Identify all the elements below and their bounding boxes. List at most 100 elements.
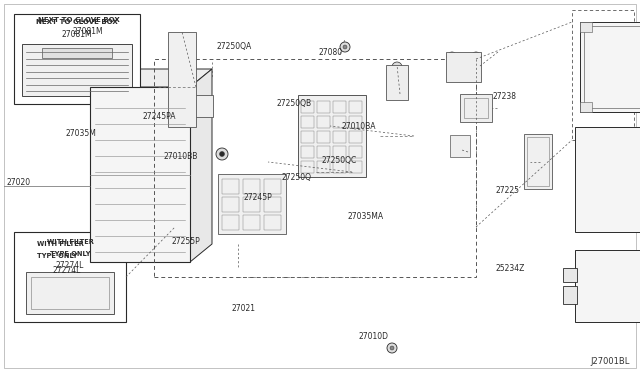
Bar: [575, 250, 640, 322]
Text: 27010D: 27010D: [358, 332, 388, 341]
Bar: [333, 131, 346, 143]
Bar: [243, 215, 260, 230]
Text: 27010BB: 27010BB: [163, 152, 198, 161]
Bar: [460, 94, 492, 122]
Text: 27080: 27080: [318, 48, 342, 57]
Bar: [524, 134, 552, 189]
Bar: [446, 52, 481, 82]
Circle shape: [390, 346, 394, 350]
Text: 27035M: 27035M: [66, 129, 97, 138]
Circle shape: [340, 42, 350, 52]
Bar: [527, 137, 549, 186]
Bar: [243, 197, 260, 212]
Text: 27225: 27225: [496, 186, 520, 195]
Bar: [584, 26, 640, 108]
Text: 27250QB: 27250QB: [276, 99, 312, 108]
Bar: [317, 146, 330, 158]
Text: 27250QC: 27250QC: [322, 156, 357, 165]
Bar: [31, 277, 109, 309]
Polygon shape: [190, 69, 212, 262]
Text: WITH FILTER: WITH FILTER: [47, 239, 93, 245]
Bar: [333, 116, 346, 128]
Bar: [298, 95, 366, 177]
Text: 25234Z: 25234Z: [496, 264, 525, 273]
Bar: [333, 146, 346, 158]
Circle shape: [623, 170, 640, 189]
Bar: [317, 131, 330, 143]
Bar: [349, 116, 362, 128]
Bar: [14, 232, 126, 322]
Bar: [90, 87, 190, 262]
Text: 27250Q: 27250Q: [282, 173, 312, 182]
Bar: [301, 146, 314, 158]
Bar: [349, 146, 362, 158]
Text: J27001BL: J27001BL: [591, 357, 630, 366]
Bar: [349, 161, 362, 173]
Text: 27250QA: 27250QA: [216, 42, 252, 51]
Bar: [14, 14, 140, 104]
Bar: [563, 286, 577, 304]
Bar: [563, 268, 577, 282]
Bar: [22, 44, 132, 96]
Ellipse shape: [582, 256, 640, 316]
Bar: [575, 127, 640, 232]
Bar: [580, 102, 592, 112]
Bar: [301, 101, 314, 113]
Ellipse shape: [580, 132, 640, 227]
Bar: [317, 116, 330, 128]
Bar: [222, 179, 239, 194]
Text: 27020: 27020: [6, 178, 31, 187]
Ellipse shape: [590, 30, 640, 104]
Text: 27081M: 27081M: [72, 27, 103, 36]
Bar: [450, 135, 470, 157]
Text: 27021: 27021: [232, 304, 256, 312]
Bar: [464, 98, 488, 118]
Bar: [264, 197, 281, 212]
Text: 27238: 27238: [493, 92, 517, 101]
Circle shape: [220, 151, 225, 157]
Circle shape: [387, 343, 397, 353]
Bar: [195, 95, 213, 117]
Text: TYPE ONLY: TYPE ONLY: [50, 251, 90, 257]
Text: TYPE ONLY: TYPE ONLY: [37, 253, 77, 259]
Text: 27255P: 27255P: [172, 237, 200, 246]
Bar: [349, 101, 362, 113]
Text: 27245P: 27245P: [243, 193, 272, 202]
Text: 27010BA: 27010BA: [341, 122, 376, 131]
Text: 27035MA: 27035MA: [348, 212, 383, 221]
Bar: [222, 197, 239, 212]
Ellipse shape: [591, 142, 640, 217]
Text: 27245PA: 27245PA: [142, 112, 175, 121]
Bar: [154, 59, 476, 277]
Bar: [218, 174, 286, 234]
Bar: [580, 22, 640, 112]
Bar: [243, 179, 260, 194]
Bar: [317, 101, 330, 113]
Bar: [168, 32, 196, 127]
Bar: [333, 101, 346, 113]
Text: 27274L: 27274L: [56, 262, 84, 270]
Circle shape: [447, 52, 457, 62]
Text: NEXT TO GLOVE BOX: NEXT TO GLOVE BOX: [36, 19, 118, 25]
Circle shape: [343, 45, 347, 49]
Bar: [301, 161, 314, 173]
Circle shape: [392, 62, 402, 72]
Text: NEXT TO GLOVE BOX: NEXT TO GLOVE BOX: [38, 17, 120, 23]
Bar: [349, 131, 362, 143]
Bar: [317, 161, 330, 173]
Bar: [264, 179, 281, 194]
Bar: [222, 215, 239, 230]
Text: 27274L: 27274L: [52, 266, 81, 275]
Bar: [301, 131, 314, 143]
Text: WITH FILTER: WITH FILTER: [37, 241, 84, 247]
Polygon shape: [90, 69, 212, 87]
Bar: [301, 116, 314, 128]
Text: 27081M: 27081M: [61, 29, 92, 38]
Bar: [386, 65, 408, 100]
Bar: [333, 161, 346, 173]
Bar: [26, 272, 114, 314]
Ellipse shape: [601, 151, 640, 208]
Circle shape: [216, 148, 228, 160]
Bar: [264, 215, 281, 230]
Bar: [572, 10, 634, 140]
